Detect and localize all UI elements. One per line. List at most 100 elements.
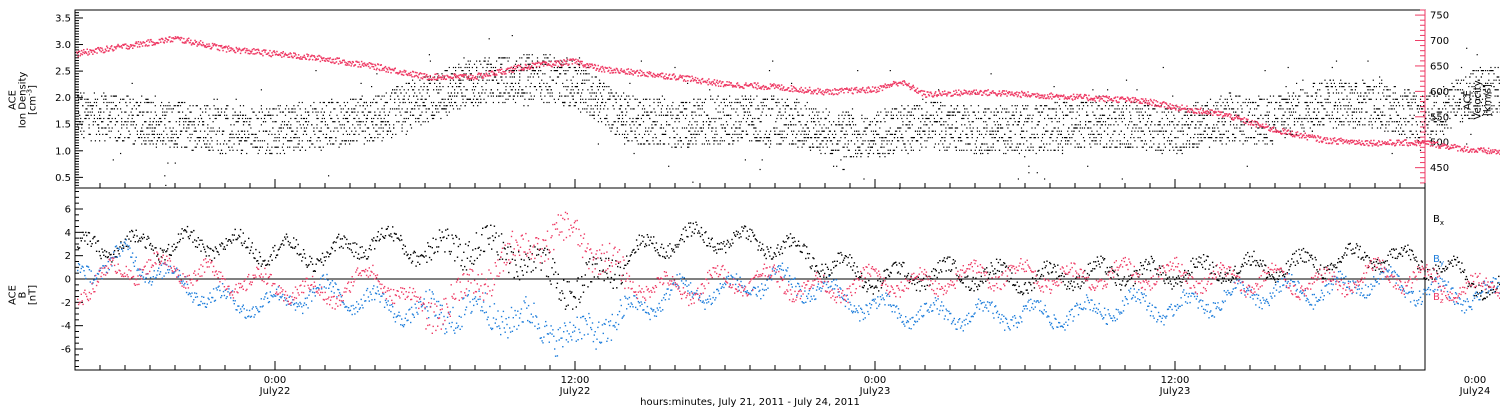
density-point	[1107, 133, 1109, 135]
density-point	[754, 137, 756, 139]
density-point	[533, 86, 535, 88]
density-point	[815, 137, 817, 139]
density-point	[1115, 117, 1117, 120]
density-point	[545, 86, 547, 88]
density-point	[1132, 146, 1134, 148]
density-point	[111, 127, 113, 129]
density-point	[1174, 137, 1176, 139]
density-point	[901, 117, 903, 120]
density-point	[786, 133, 788, 135]
density-point	[1211, 133, 1213, 135]
density-point	[470, 73, 472, 75]
density-point	[1348, 124, 1350, 126]
density-point	[153, 133, 155, 135]
density-point	[1180, 146, 1182, 148]
density-point	[1108, 124, 1110, 126]
density-point	[1130, 146, 1132, 148]
density-point	[250, 143, 252, 145]
left-y-axis-label-line: [cm-3]	[26, 85, 39, 115]
density-point	[1057, 149, 1059, 151]
density-point	[1229, 124, 1232, 126]
density-point	[389, 98, 392, 100]
density-point	[1093, 114, 1095, 116]
density-point	[440, 101, 442, 104]
density-point	[140, 130, 142, 132]
density-point	[379, 111, 381, 113]
density-point	[442, 86, 444, 88]
density-point	[689, 130, 691, 132]
density-point	[872, 152, 875, 155]
density-point	[973, 152, 975, 155]
density-point	[307, 140, 309, 142]
density-point	[401, 108, 403, 110]
density-point	[162, 108, 164, 110]
density-point	[247, 117, 249, 120]
density-point	[408, 101, 410, 104]
density-point	[148, 101, 150, 104]
density-point	[155, 146, 157, 148]
density-point	[985, 108, 987, 110]
density-point	[908, 127, 910, 129]
density-point	[986, 143, 988, 145]
density-point	[907, 127, 909, 129]
density-point	[1206, 105, 1208, 107]
density-point	[332, 121, 334, 123]
density-point	[610, 89, 612, 91]
density-point	[801, 130, 803, 132]
density-point	[336, 101, 338, 104]
density-point	[1344, 89, 1346, 91]
density-point	[586, 73, 588, 75]
density-point	[510, 73, 512, 75]
density-point	[877, 133, 879, 135]
left-y-tick-label: 1.5	[55, 120, 71, 131]
density-point	[253, 140, 255, 142]
density-point	[883, 140, 885, 142]
density-point	[1071, 137, 1073, 139]
density-point	[1138, 117, 1140, 120]
density-point	[289, 111, 291, 113]
density-point	[173, 105, 175, 107]
density-point	[1234, 114, 1236, 116]
density-point	[255, 114, 257, 116]
density-point	[472, 105, 475, 107]
density-point	[194, 140, 196, 142]
density-point	[441, 108, 443, 110]
density-point	[401, 86, 403, 88]
density-point	[527, 79, 529, 81]
density-point	[436, 105, 438, 107]
density-point	[83, 92, 85, 94]
density-point	[242, 105, 245, 107]
density-point	[935, 121, 938, 123]
density-point	[663, 133, 666, 135]
density-point	[592, 108, 594, 110]
density-point	[1085, 101, 1087, 104]
density-point	[625, 108, 627, 110]
density-point	[1222, 101, 1224, 104]
density-point	[226, 114, 228, 116]
density-point	[174, 140, 176, 142]
density-point	[287, 127, 289, 129]
density-point	[731, 108, 733, 110]
density-point	[1352, 121, 1354, 123]
density-point	[520, 95, 522, 97]
density-point	[837, 149, 839, 151]
density-point	[1250, 127, 1253, 129]
density-point	[842, 127, 844, 129]
density-point	[1185, 143, 1187, 145]
density-point	[1130, 114, 1132, 116]
density-point	[1175, 146, 1177, 148]
density-point	[342, 108, 344, 110]
density-point	[886, 143, 888, 145]
density-point	[1023, 143, 1025, 145]
density-point	[989, 149, 991, 151]
density-point	[844, 143, 846, 145]
density-point	[547, 57, 549, 59]
density-point	[370, 137, 372, 139]
density-point	[684, 108, 687, 110]
density-point	[653, 98, 655, 100]
density-point	[519, 57, 521, 59]
density-point	[1032, 149, 1034, 151]
density-point	[1225, 108, 1227, 110]
density-point	[900, 127, 902, 129]
density-point	[753, 124, 755, 126]
